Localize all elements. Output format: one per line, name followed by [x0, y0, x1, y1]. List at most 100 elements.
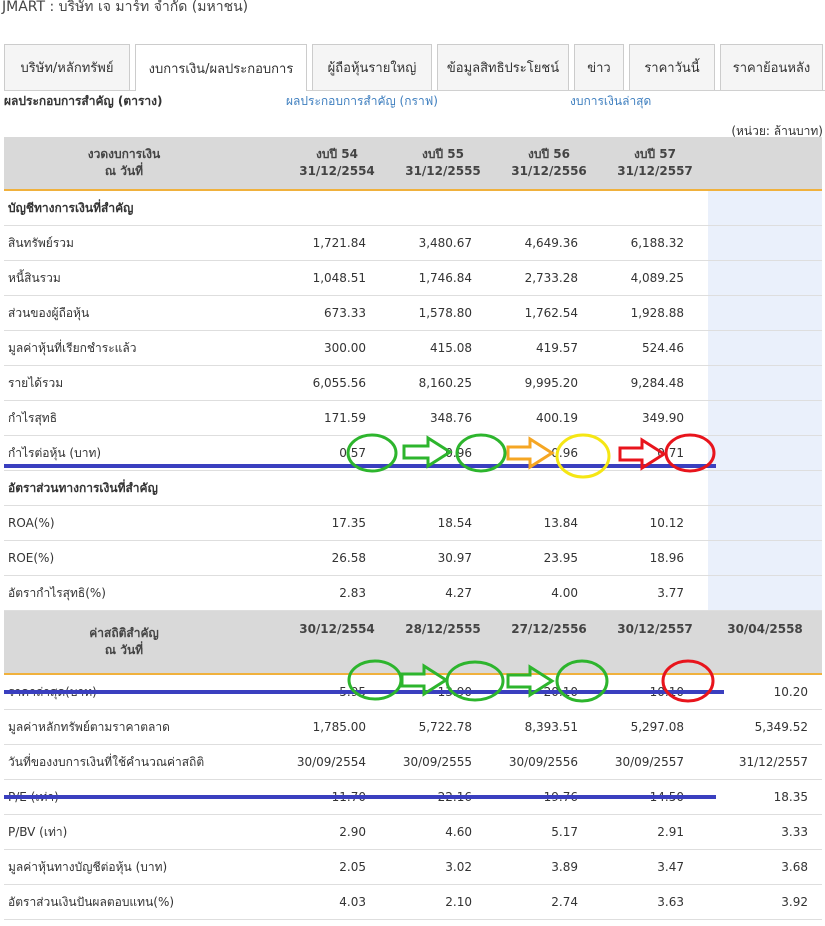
header-period: งบปี 56 31/12/2556: [496, 137, 602, 191]
cell-value: 1,048.51: [284, 260, 390, 296]
unit-note: (หน่วย: ล้านบาท): [731, 124, 823, 138]
header-period-name: งบปี 57: [634, 147, 676, 161]
tab-bar: บริษัท/หลักทรัพย์ งบการเงิน/ผลประกอบการ …: [4, 44, 825, 91]
stats-header-date: 30/04/2558: [708, 610, 822, 675]
cell-value: 2.90: [284, 814, 390, 850]
cell-value: 3.77: [602, 575, 708, 611]
header-period-label: งวดงบการเงินณ วันที่: [4, 137, 284, 191]
row-label: สินทรัพย์รวม: [4, 225, 284, 261]
cell-value: 300.00: [284, 330, 390, 366]
table-row: สินทรัพย์รวม 1,721.84 3,480.67 4,649.36 …: [4, 225, 822, 261]
cell-value: 31/12/2557: [708, 744, 822, 780]
row-label: อัตรากำไรสุทธิ(%): [4, 575, 284, 611]
stats-label-line1: ค่าสถิติสำคัญ: [89, 626, 159, 640]
cell-value: 8,393.51: [496, 709, 602, 745]
stats-header-row: ค่าสถิติสำคัญณ วันที่ 30/12/2554 28/12/2…: [4, 610, 822, 675]
subnav-graph-link[interactable]: ผลประกอบการสำคัญ (กราฟ): [286, 94, 438, 108]
cell-value: 10.12: [602, 505, 708, 541]
cell-value: 1,721.84: [284, 225, 390, 261]
cell-value: 419.57: [496, 330, 602, 366]
sub-navigation: ผลประกอบการสำคัญ (ตาราง) ผลประกอบการสำคั…: [4, 92, 825, 112]
tab-news[interactable]: ข่าว: [574, 44, 624, 90]
cell-value: 3.63: [602, 884, 708, 920]
row-label: วันที่ของงบการเงินที่ใช้คำนวณค่าสถิติ: [4, 744, 284, 780]
subnav-latest-link[interactable]: งบการเงินล่าสุด: [570, 94, 652, 108]
row-label: P/E (เท่า): [4, 779, 284, 815]
row-label: ราคาล่าสุด(บาท): [4, 674, 284, 710]
cell-value: 348.76: [390, 400, 496, 436]
cell-value: 22.16: [390, 779, 496, 815]
row-label: มูลค่าหลักทรัพย์ตามราคาตลาด: [4, 709, 284, 745]
header-label-line1: งวดงบการเงิน: [87, 147, 161, 161]
cell-value: 171.59: [284, 400, 390, 436]
cell-value: 0.96: [390, 435, 496, 471]
tab-price-history[interactable]: ราคาย้อนหลัง: [720, 44, 823, 90]
cell-value: 6,188.32: [602, 225, 708, 261]
row-label: P/BV (เท่า): [4, 814, 284, 850]
table-row: มูลค่าหุ้นที่เรียกชำระแล้ว 300.00 415.08…: [4, 330, 822, 366]
stats-header-date: 28/12/2555: [390, 610, 496, 675]
cell-value: 1,762.54: [496, 295, 602, 331]
cell-value: 4.00: [496, 575, 602, 611]
section-title: อัตราส่วนทางการเงินที่สำคัญ: [4, 470, 284, 506]
row-label: ROA(%): [4, 505, 284, 541]
table-row: มูลค่าหลักทรัพย์ตามราคาตลาด 1,785.00 5,7…: [4, 709, 822, 745]
row-label: มูลค่าหุ้นที่เรียกชำระแล้ว: [4, 330, 284, 366]
header-period: งบปี 54 31/12/2554: [284, 137, 390, 191]
stats-header-label: ค่าสถิติสำคัญณ วันที่: [4, 610, 284, 675]
cell-value: 2,733.28: [496, 260, 602, 296]
section-row: บัญชีทางการเงินที่สำคัญ: [4, 190, 822, 226]
cell-value: 1,785.00: [284, 709, 390, 745]
cell-value: 5,722.78: [390, 709, 496, 745]
cell-value: 6,055.56: [284, 365, 390, 401]
header-period-date: 31/12/2556: [511, 164, 587, 178]
header-period-name: งบปี 56: [528, 147, 570, 161]
header-period: งบปี 57 31/12/2557: [602, 137, 708, 191]
tab-major-shareholders[interactable]: ผู้ถือหุ้นรายใหญ่: [312, 44, 432, 90]
cell-value: 26.58: [284, 540, 390, 576]
tab-company[interactable]: บริษัท/หลักทรัพย์: [4, 44, 130, 90]
table-row: ROA(%) 17.35 18.54 13.84 10.12: [4, 505, 822, 541]
table-row: หนี้สินรวม 1,048.51 1,746.84 2,733.28 4,…: [4, 260, 822, 296]
section-row: อัตราส่วนทางการเงินที่สำคัญ: [4, 470, 822, 506]
row-label: ส่วนของผู้ถือหุ้น: [4, 295, 284, 331]
table-row-pe: P/E (เท่า) 11.70 22.16 19.76 14.50 18.35: [4, 779, 822, 815]
stats-header-date: 30/12/2557: [602, 610, 708, 675]
cell-value: 4,649.36: [496, 225, 602, 261]
row-label: กำไรต่อหุ้น (บาท): [4, 435, 284, 471]
cell-value: 4.27: [390, 575, 496, 611]
cell-value: 10.20: [708, 674, 822, 710]
cell-value: 9,284.48: [602, 365, 708, 401]
cell-value: 673.33: [284, 295, 390, 331]
header-empty-cell: [708, 137, 822, 191]
header-period-name: งบปี 55: [422, 147, 464, 161]
cell-value: 524.46: [602, 330, 708, 366]
tab-price-today[interactable]: ราคาวันนี้: [629, 44, 715, 90]
cell-value: 5,349.52: [708, 709, 822, 745]
cell-value: 2.10: [390, 884, 496, 920]
cell-value: 0.71: [602, 435, 708, 471]
cell-value: 30/09/2554: [284, 744, 390, 780]
tab-financials[interactable]: งบการเงิน/ผลประกอบการ: [135, 44, 307, 91]
stats-header-date: 30/12/2554: [284, 610, 390, 675]
cell-value: 5.17: [496, 814, 602, 850]
table-row: ส่วนของผู้ถือหุ้น 673.33 1,578.80 1,762.…: [4, 295, 822, 331]
cell-value: 1,746.84: [390, 260, 496, 296]
cell-value: 11.70: [284, 779, 390, 815]
header-period: งบปี 55 31/12/2555: [390, 137, 496, 191]
cell-value: 3.47: [602, 849, 708, 885]
row-label: กำไรสุทธิ: [4, 400, 284, 436]
cell-value: 13.90: [390, 674, 496, 710]
cell-value: 5,297.08: [602, 709, 708, 745]
cell-value: 1,928.88: [602, 295, 708, 331]
cell-value: 10.10: [602, 674, 708, 710]
cell-value: 2.83: [284, 575, 390, 611]
cell-value: 3.02: [390, 849, 496, 885]
cell-value: 1,578.80: [390, 295, 496, 331]
cell-value: 23.95: [496, 540, 602, 576]
header-period-date: 31/12/2557: [617, 164, 693, 178]
cell-value: 0.57: [284, 435, 390, 471]
cell-value: 3,480.67: [390, 225, 496, 261]
header-period-date: 31/12/2554: [299, 164, 375, 178]
tab-benefits[interactable]: ข้อมูลสิทธิประโยชน์: [437, 44, 569, 90]
